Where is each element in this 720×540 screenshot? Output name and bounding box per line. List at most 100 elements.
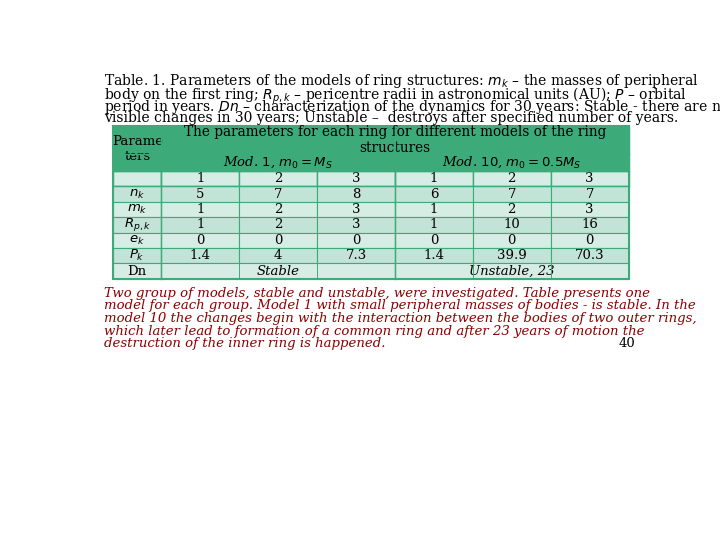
Text: 1: 1: [196, 219, 204, 232]
Bar: [473, 171, 551, 186]
Text: Unstable, 23: Unstable, 23: [469, 265, 554, 278]
Bar: [551, 217, 629, 233]
Text: 0: 0: [508, 234, 516, 247]
Bar: [395, 171, 473, 186]
Bar: [161, 171, 239, 186]
Bar: [317, 171, 395, 186]
Text: 1: 1: [196, 172, 204, 185]
Text: Mod. $1$, $m_0=M_S$: Mod. $1$, $m_0=M_S$: [223, 155, 333, 170]
Text: 5: 5: [196, 188, 204, 201]
Bar: [395, 154, 629, 171]
Text: 3: 3: [585, 203, 594, 216]
Bar: [239, 217, 317, 233]
Text: The parameters for each ring for different models of the ring
structures: The parameters for each ring for differe…: [184, 125, 606, 156]
Bar: [113, 233, 161, 248]
Text: 7: 7: [274, 188, 282, 201]
Bar: [551, 248, 629, 264]
Bar: [395, 186, 473, 202]
Text: 0: 0: [352, 234, 360, 247]
Bar: [473, 186, 551, 202]
Text: 3: 3: [352, 203, 360, 216]
Bar: [113, 248, 161, 264]
Bar: [317, 217, 395, 233]
Text: 2: 2: [274, 219, 282, 232]
Bar: [473, 248, 551, 264]
Bar: [317, 186, 395, 202]
Bar: [113, 202, 161, 217]
Bar: [161, 154, 395, 171]
Text: model 10 the changes begin with the interaction between the bodies of two outer : model 10 the changes begin with the inte…: [104, 312, 696, 325]
Text: destruction of the inner ring is happened.: destruction of the inner ring is happene…: [104, 338, 385, 350]
Bar: [395, 233, 473, 248]
Bar: [161, 217, 239, 233]
Bar: [113, 264, 161, 279]
Bar: [161, 202, 239, 217]
Text: 2: 2: [508, 203, 516, 216]
Text: $m_k$: $m_k$: [127, 203, 148, 216]
Text: 10: 10: [503, 219, 520, 232]
Text: 0: 0: [274, 234, 282, 247]
Text: $e_k$: $e_k$: [130, 234, 145, 247]
Text: 0: 0: [585, 234, 594, 247]
Bar: [551, 171, 629, 186]
Bar: [473, 233, 551, 248]
Bar: [239, 248, 317, 264]
Bar: [551, 233, 629, 248]
Text: $R_{p,k}$: $R_{p,k}$: [124, 217, 151, 233]
Bar: [473, 217, 551, 233]
Bar: [239, 186, 317, 202]
Text: 40: 40: [618, 338, 635, 350]
Text: 7: 7: [585, 188, 594, 201]
Text: $P_k$: $P_k$: [130, 248, 145, 264]
Text: visible changes in 30 years; Unstable –  destroys after specified number of year: visible changes in 30 years; Unstable – …: [104, 111, 678, 125]
Bar: [239, 171, 317, 186]
Bar: [395, 264, 629, 279]
Text: 39.9: 39.9: [497, 249, 526, 262]
Bar: [317, 202, 395, 217]
Bar: [551, 202, 629, 217]
Bar: [113, 186, 161, 202]
Bar: [395, 248, 473, 264]
Bar: [161, 264, 395, 279]
Text: 1: 1: [430, 219, 438, 232]
Text: Dn: Dn: [127, 265, 147, 278]
Text: Table. 1. Parameters of the models of ring structures: $m_k$ – the masses of per: Table. 1. Parameters of the models of ri…: [104, 72, 698, 91]
Bar: [113, 126, 161, 171]
Text: Two group of models, stable and unstable, were investigated. Table presents one: Two group of models, stable and unstable…: [104, 287, 650, 300]
Text: Mod. $10$, $m_0= 0.5M_S$: Mod. $10$, $m_0= 0.5M_S$: [442, 155, 582, 170]
Text: 70.3: 70.3: [575, 249, 605, 262]
Text: 7.3: 7.3: [346, 249, 366, 262]
Text: Stable: Stable: [256, 265, 300, 278]
Bar: [317, 248, 395, 264]
Text: model for each group. Model 1 with small peripheral masses of bodies - is stable: model for each group. Model 1 with small…: [104, 299, 696, 312]
Text: 16: 16: [581, 219, 598, 232]
Bar: [239, 233, 317, 248]
Text: 8: 8: [352, 188, 360, 201]
Text: 2: 2: [274, 172, 282, 185]
Text: 1: 1: [196, 203, 204, 216]
Text: 1: 1: [430, 203, 438, 216]
Text: 2: 2: [508, 172, 516, 185]
Bar: [161, 248, 239, 264]
Text: which later lead to formation of a common ring and after 23 years of motion the: which later lead to formation of a commo…: [104, 325, 644, 338]
Text: 2: 2: [274, 203, 282, 216]
Text: 3: 3: [352, 172, 360, 185]
Bar: [113, 171, 161, 186]
Text: 4: 4: [274, 249, 282, 262]
Bar: [161, 186, 239, 202]
Text: Parame
ters: Parame ters: [112, 135, 163, 163]
Bar: [395, 202, 473, 217]
Text: 6: 6: [430, 188, 438, 201]
Text: 0: 0: [430, 234, 438, 247]
Bar: [113, 217, 161, 233]
Text: 0: 0: [196, 234, 204, 247]
Bar: [551, 186, 629, 202]
Bar: [317, 233, 395, 248]
Text: 3: 3: [585, 172, 594, 185]
Text: period in years. $Dn$ – characterization of the dynamics for 30 years: Stable - : period in years. $Dn$ – characterization…: [104, 98, 720, 116]
Bar: [113, 126, 629, 279]
Bar: [395, 217, 473, 233]
Text: body on the first ring; $R_{p,k}$ – pericentre radii in astronomical units (AU);: body on the first ring; $R_{p,k}$ – peri…: [104, 85, 687, 105]
Bar: [473, 202, 551, 217]
Text: 7: 7: [508, 188, 516, 201]
